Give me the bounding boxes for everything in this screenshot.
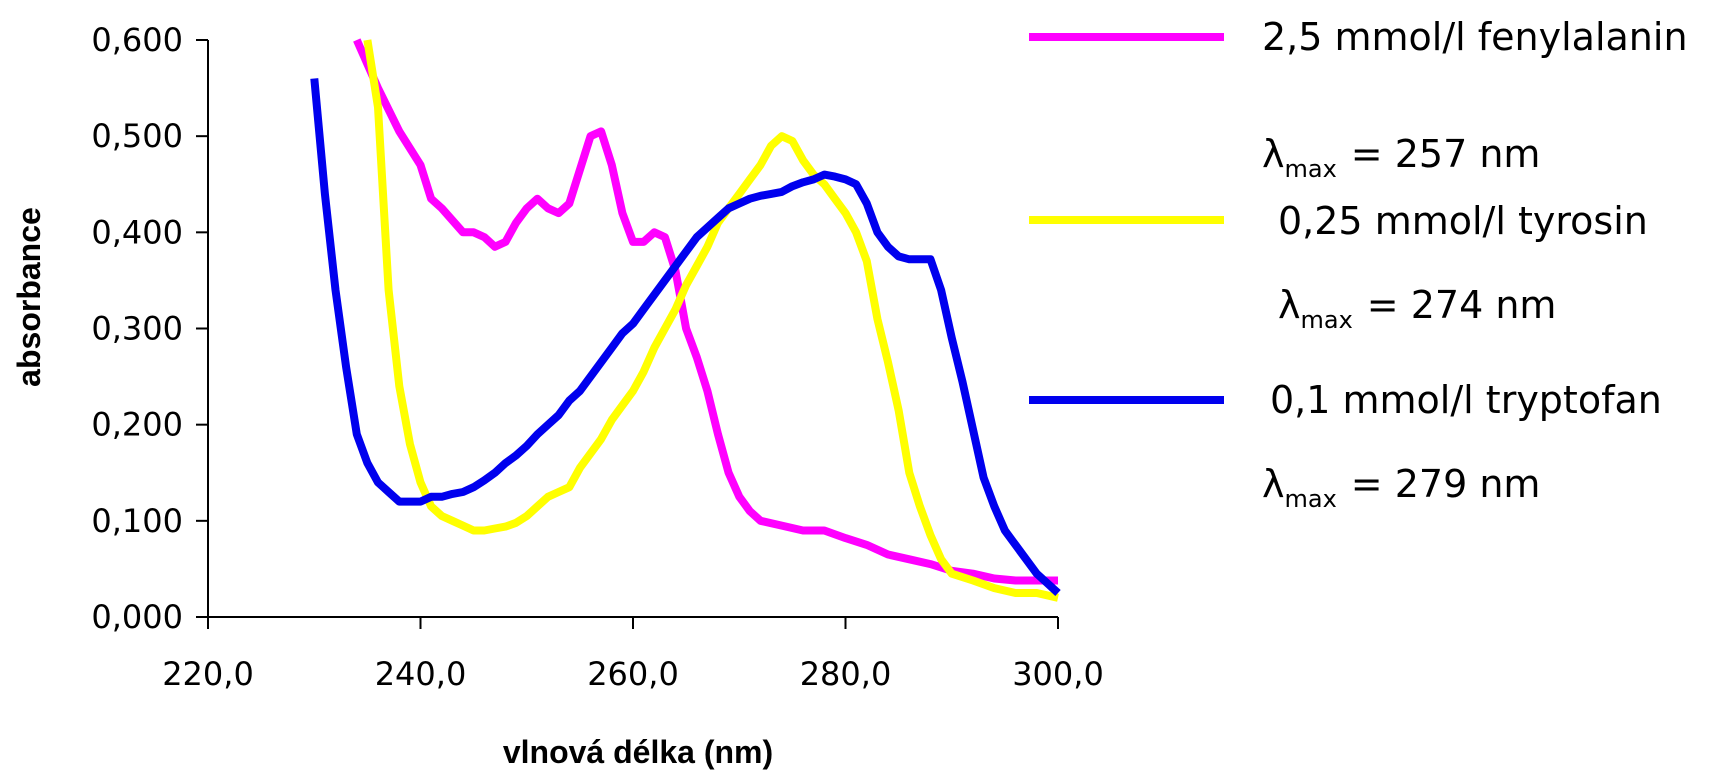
y-ticks: 0,000 0,100 0,200 0,300 0,400 0,500 0,600: [91, 21, 208, 636]
x-tick-label: 240,0: [375, 655, 467, 693]
lambda-symbol: λ: [1278, 283, 1301, 327]
lambda-value: = 257 nm: [1351, 132, 1541, 176]
lambda-max-label-2: λmax = 274 nm: [1278, 283, 1556, 334]
legend-label-2: 0,25 mmol/l tyrosin: [1278, 199, 1648, 243]
x-ticks: 220,0 240,0 260,0 280,0 300,0: [162, 617, 1104, 693]
lambda-symbol: λ: [1262, 462, 1285, 506]
series-line-2: [363, 39, 1059, 602]
x-tick-label: 220,0: [162, 655, 254, 693]
y-axis-title: absorbance: [11, 207, 47, 387]
y-tick-label: 0,500: [91, 117, 183, 155]
y-tick-label: 0,400: [91, 213, 183, 251]
x-tick-label: 300,0: [1012, 655, 1104, 693]
legend-label-3: 0,1 mmol/l tryptofan: [1270, 378, 1662, 422]
lambda-value: = 274 nm: [1367, 283, 1557, 327]
y-tick-label: 0,300: [91, 310, 183, 348]
lambda-max-label-1: λmax = 257 nm: [1262, 132, 1540, 183]
legend-label-1: 2,5 mmol/l fenylalanin: [1262, 15, 1688, 59]
y-tick-label: 0,600: [91, 21, 183, 59]
plot-lines: [310, 38, 1061, 602]
series-line-3: [310, 78, 1061, 596]
x-axis-title: vlnová délka (nm): [503, 734, 773, 770]
y-tick-label: 0,000: [91, 598, 183, 636]
lambda-max-label-3: λmax = 279 nm: [1262, 462, 1540, 513]
y-tick-label: 0,100: [91, 502, 183, 540]
x-tick-label: 260,0: [587, 655, 679, 693]
lambda-subscript: max: [1285, 155, 1337, 183]
lambda-symbol: λ: [1262, 132, 1285, 176]
y-tick-label: 0,200: [91, 406, 183, 444]
lambda-subscript: max: [1285, 485, 1337, 513]
lambda-subscript: max: [1301, 306, 1353, 334]
lambda-value: = 279 nm: [1351, 462, 1541, 506]
x-tick-label: 280,0: [800, 655, 892, 693]
series-line-1: [353, 38, 1058, 585]
